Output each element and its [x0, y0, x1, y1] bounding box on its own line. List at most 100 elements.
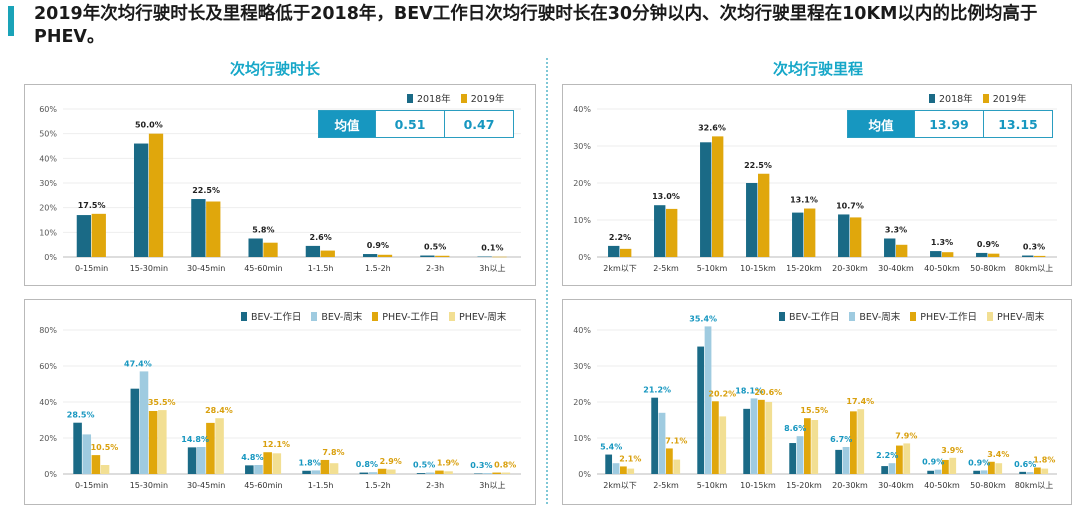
- legend-label: BEV-工作日: [251, 312, 302, 323]
- x-tick-label: 30-45min: [187, 264, 225, 273]
- bar: [835, 449, 843, 474]
- y-tick-label: 80%: [39, 326, 57, 335]
- data-label: 22.5%: [192, 186, 220, 195]
- x-tick-label: 2-5km: [653, 264, 679, 273]
- bar: [758, 399, 765, 474]
- bar: [746, 183, 758, 257]
- legend-swatch: [311, 311, 318, 321]
- bar: [206, 201, 221, 257]
- chart-panel-distance-year: 0% 10% 20% 30% 40% 2km以下 2.2% 2-5km 13.0% 5-10km 3…: [562, 84, 1072, 286]
- legend-swatch: [910, 311, 917, 321]
- bar: [1019, 471, 1027, 474]
- x-tick-label: 1.5-2h: [365, 481, 391, 490]
- bar: [765, 402, 773, 474]
- y-tick-label: 0%: [578, 470, 591, 479]
- bar: [477, 256, 492, 258]
- legend-item-2018: 2018年: [929, 91, 973, 105]
- average-value-2019: 13.15: [983, 111, 1052, 137]
- data-label-bev: 5.4%: [600, 443, 622, 452]
- data-label-phev: 28.4%: [205, 406, 233, 415]
- bar: [976, 252, 988, 257]
- data-label: 1.3%: [931, 238, 953, 247]
- bar: [934, 469, 942, 474]
- bar: [888, 463, 896, 474]
- data-label-phev: 3.4%: [987, 450, 1009, 459]
- legend-swatch: [929, 93, 935, 103]
- data-label-bev: 6.7%: [830, 435, 852, 444]
- legend-swatch: [460, 93, 467, 103]
- x-tick-label: 40-50km: [924, 264, 960, 273]
- data-label-bev: 8.6%: [784, 424, 806, 433]
- data-label-phev: 35.5%: [148, 398, 176, 407]
- y-tick-label: 60%: [39, 362, 57, 371]
- bar: [804, 208, 816, 257]
- bar: [73, 422, 82, 474]
- y-tick-label: 30%: [39, 179, 57, 188]
- y-tick-label: 40%: [573, 326, 591, 335]
- bar: [254, 465, 263, 474]
- bar: [719, 416, 727, 474]
- data-label: 0.1%: [481, 244, 503, 253]
- y-tick-label: 0%: [578, 253, 591, 262]
- legend-label: 2018年: [417, 94, 451, 105]
- x-tick-label: 10-15km: [740, 481, 776, 490]
- bar: [838, 214, 850, 257]
- data-label: 2.6%: [310, 233, 332, 242]
- bar: [811, 420, 819, 474]
- x-tick-label: 2-3h: [426, 481, 444, 490]
- bar: [82, 434, 92, 474]
- chart-panel-distance-type: 0% 10% 20% 30% 40% 2km以下 5.4% 2.1% 2-5km 21.2% 7.1…: [562, 299, 1072, 505]
- x-tick-label: 2km以下: [603, 481, 637, 490]
- bar: [758, 173, 770, 257]
- chart-panel-duration-year: 0% 10% 20% 30% 40% 50% 60% 0-15min 17.5% 15-30min…: [24, 84, 536, 286]
- bar-chart-duration-year: 0% 10% 20% 30% 40% 50% 60% 0-15min 17.5% 15-30min…: [39, 105, 521, 273]
- data-label: 0.3%: [1023, 243, 1045, 252]
- x-tick-label: 15-20km: [786, 481, 822, 490]
- bar: [857, 409, 865, 474]
- data-label-bev: 1.8%: [299, 458, 321, 467]
- bar: [444, 471, 453, 474]
- y-tick-label: 0%: [44, 470, 57, 479]
- legend-swatch: [779, 311, 785, 321]
- bar: [305, 245, 321, 257]
- section-divider: [546, 58, 548, 504]
- y-tick-label: 30%: [573, 362, 591, 371]
- bar: [76, 215, 92, 257]
- bar: [435, 255, 450, 257]
- bar: [949, 457, 957, 474]
- legend-label: PHEV-工作日: [920, 312, 978, 323]
- bar: [1041, 468, 1049, 474]
- data-label-bev: 35.4%: [689, 314, 717, 323]
- bar: [302, 470, 311, 474]
- bar: [704, 326, 712, 474]
- bar: [881, 466, 889, 474]
- bar: [995, 463, 1003, 474]
- data-label-phev: 7.9%: [895, 431, 917, 440]
- data-label: 13.0%: [652, 192, 680, 201]
- data-label-phev: 7.1%: [665, 436, 687, 445]
- y-tick-label: 20%: [39, 434, 57, 443]
- legend-item-phev-weekend: PHEV-周末: [449, 309, 506, 323]
- bar: [697, 346, 705, 474]
- x-tick-label: 45-60min: [244, 264, 282, 273]
- x-tick-label: 30-45min: [187, 481, 225, 490]
- bar-chart-duration-type: 0% 20% 40% 60% 80% 0-15min 28.5% 10.5% 15-30min 4…: [39, 326, 521, 490]
- data-label-bev: 18.1%: [735, 386, 763, 395]
- bar: [612, 463, 620, 474]
- bar: [359, 472, 369, 474]
- bar: [896, 244, 908, 257]
- legend-label: 2018年: [939, 94, 973, 105]
- data-label: 22.5%: [744, 161, 772, 170]
- average-label: 均值: [319, 111, 375, 137]
- bar: [927, 470, 935, 474]
- data-label-phev: 20.2%: [708, 389, 736, 398]
- x-tick-label: 15-30min: [130, 264, 168, 273]
- bar: [658, 412, 666, 474]
- bar: [712, 136, 724, 257]
- bar: [263, 452, 272, 474]
- bar: [377, 468, 387, 474]
- legend-item-phev-workday: PHEV-工作日: [372, 309, 439, 323]
- y-tick-label: 10%: [39, 228, 57, 237]
- bar: [133, 143, 149, 257]
- bar: [850, 411, 857, 474]
